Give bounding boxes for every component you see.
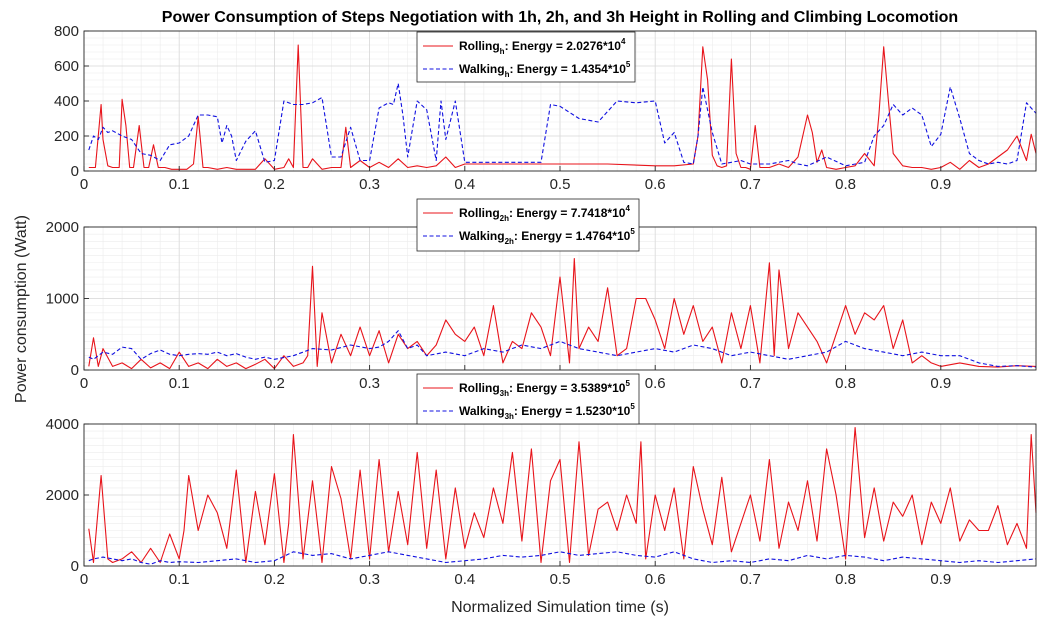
x-tick-label: 0.7 <box>740 176 761 193</box>
rolling-series-line-panel-2 <box>88 257 1037 370</box>
x-tick-label: 0.6 <box>645 375 666 392</box>
x-tick-label: 0.7 <box>740 375 761 392</box>
legend-panel-2: Rolling2h: Energy = 7.7418*104 Walking2h:… <box>416 198 640 252</box>
legend-entry: Walkingh: Energy = 1.4354*105 <box>459 60 631 79</box>
walking-series-line-panel-3 <box>88 551 1037 565</box>
y-tick-label: 1000 <box>46 291 79 308</box>
x-tick-label: 0.1 <box>169 375 190 392</box>
x-tick-label: 0.2 <box>264 176 285 193</box>
y-tick-label: 2000 <box>46 219 79 236</box>
rolling-series-line-panel-3 <box>88 427 1037 564</box>
legend-entry: Rolling3h: Energy = 3.5389*105 <box>459 379 630 398</box>
x-tick-label: 0.8 <box>835 176 856 193</box>
chart-title: Power Consumption of Steps Negotiation w… <box>162 9 958 26</box>
y-axis-label: Power consumption (Watt) <box>13 215 30 403</box>
legend-panel-3: Rolling3h: Energy = 3.5389*105 Walking3h:… <box>416 373 640 425</box>
y-tick-label: 2000 <box>46 487 79 504</box>
walking-series-line-panel-1 <box>88 82 1037 167</box>
x-tick-label: 0.1 <box>169 571 190 588</box>
x-tick-label: 0 <box>80 571 88 588</box>
legend-entry: Walking2h: Energy = 1.4764*105 <box>459 227 635 246</box>
x-tick-label: 0 <box>80 176 88 193</box>
x-tick-label: 0.9 <box>930 571 951 588</box>
x-tick-label: 0.4 <box>454 176 475 193</box>
x-tick-label: 0.6 <box>645 571 666 588</box>
x-tick-label: 0.9 <box>930 375 951 392</box>
x-tick-label: 0.3 <box>359 176 380 193</box>
x-tick-label: 0.9 <box>930 176 951 193</box>
legend-entry: Rollingh: Energy = 2.0276*104 <box>459 37 626 56</box>
y-tick-label: 0 <box>71 558 79 575</box>
y-tick-label: 800 <box>54 23 79 40</box>
y-tick-label: 0 <box>71 362 79 379</box>
x-tick-label: 0 <box>80 375 88 392</box>
x-tick-label: 0.7 <box>740 571 761 588</box>
y-tick-label: 0 <box>71 163 79 180</box>
x-axis-label: Normalized Simulation time (s) <box>451 599 669 616</box>
x-tick-label: 0.5 <box>550 571 571 588</box>
x-tick-label: 0.2 <box>264 571 285 588</box>
x-tick-label: 0.4 <box>454 571 475 588</box>
x-tick-label: 0.6 <box>645 176 666 193</box>
x-tick-label: 0.1 <box>169 176 190 193</box>
x-tick-label: 0.3 <box>359 571 380 588</box>
legend-entry: Walking3h: Energy = 1.5230*105 <box>459 402 635 421</box>
y-tick-label: 600 <box>54 58 79 75</box>
panel-1: 0 0.1 0.2 0.3 0.4 0.5 0.6 0.7 0.8 0.9 0 200 400 600 80… <box>54 23 1037 193</box>
legend-entry: Rolling2h: Energy = 7.7418*104 <box>459 204 630 223</box>
x-tick-label: 0.8 <box>835 571 856 588</box>
y-tick-label: 4000 <box>46 416 79 433</box>
legend-panel-1: Rollingh: Energy = 2.0276*104 Walkingh: E… <box>416 31 636 83</box>
y-tick-label: 400 <box>54 93 79 110</box>
walking-series-line-panel-2 <box>88 330 1037 368</box>
panels: 0 0.1 0.2 0.3 0.4 0.5 0.6 0.7 0.8 0.9 0 200 400 600 80… <box>46 23 1037 588</box>
x-tick-label: 0.8 <box>835 375 856 392</box>
y-tick-label: 200 <box>54 128 79 145</box>
x-tick-label: 0.2 <box>264 375 285 392</box>
x-tick-label: 0.5 <box>550 176 571 193</box>
x-tick-label: 0.3 <box>359 375 380 392</box>
panel-3: 0 0.1 0.2 0.3 0.4 0.5 0.6 0.7 0.8 0.9 0 2000 4000 Rol… <box>46 373 1037 588</box>
